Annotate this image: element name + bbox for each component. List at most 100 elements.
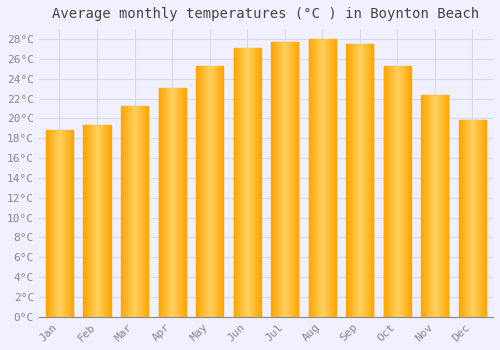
Bar [220,66,221,317]
Bar [290,42,291,317]
Bar [235,48,236,317]
Bar [368,44,369,317]
Bar [179,88,180,317]
Bar [162,88,164,317]
Bar [271,42,272,317]
Bar [386,66,387,317]
Bar [59,130,60,317]
Bar [315,39,316,317]
Bar [370,44,372,317]
Bar [331,39,332,317]
Bar [422,94,424,317]
Bar [409,66,410,317]
Bar [367,44,368,317]
Bar [64,130,65,317]
Bar [168,88,170,317]
Bar [236,48,237,317]
Bar [348,44,349,317]
Bar [363,44,364,317]
Bar [142,106,144,317]
Bar [333,39,334,317]
Bar [246,48,247,317]
Bar [57,130,58,317]
Bar [252,48,253,317]
Bar [284,42,286,317]
Bar [175,88,176,317]
Bar [58,130,59,317]
Bar [355,44,356,317]
Bar [310,39,311,317]
Bar [221,66,222,317]
Bar [388,66,389,317]
Bar [324,39,325,317]
Bar [238,48,239,317]
Bar [272,42,273,317]
Bar [46,130,48,317]
Bar [98,125,99,317]
Bar [237,48,238,317]
Bar [273,42,274,317]
Bar [176,88,177,317]
Bar [242,48,243,317]
Bar [206,66,207,317]
Bar [292,42,293,317]
Bar [394,66,396,317]
Bar [289,42,290,317]
Bar [396,66,398,317]
Bar [249,48,250,317]
Bar [288,42,289,317]
Bar [323,39,324,317]
Bar [95,125,96,317]
Bar [438,94,439,317]
Bar [62,130,63,317]
Bar [243,48,244,317]
Bar [319,39,320,317]
Bar [234,48,235,317]
Bar [372,44,374,317]
Bar [461,120,462,317]
Bar [467,120,468,317]
Bar [121,106,122,317]
Bar [241,48,242,317]
Bar [218,66,219,317]
Bar [465,120,466,317]
Bar [213,66,214,317]
Bar [460,120,461,317]
Bar [122,106,123,317]
Bar [445,94,446,317]
Bar [463,120,464,317]
Bar [258,48,260,317]
Bar [398,66,400,317]
Bar [474,120,475,317]
Bar [177,88,178,317]
Bar [247,48,248,317]
Bar [144,106,146,317]
Bar [335,39,336,317]
Bar [172,88,173,317]
Bar [483,120,484,317]
Bar [211,66,212,317]
Bar [130,106,131,317]
Bar [427,94,428,317]
Bar [462,120,463,317]
Bar [250,48,251,317]
Bar [332,39,333,317]
Bar [470,120,471,317]
Bar [202,66,203,317]
Bar [350,44,351,317]
Bar [196,66,197,317]
Bar [384,66,385,317]
Bar [360,44,361,317]
Bar [248,48,249,317]
Bar [126,106,127,317]
Bar [207,66,208,317]
Bar [444,94,445,317]
Bar [256,48,258,317]
Bar [297,42,298,317]
Bar [239,48,240,317]
Bar [433,94,434,317]
Bar [387,66,388,317]
Bar [475,120,476,317]
Bar [317,39,318,317]
Bar [94,125,95,317]
